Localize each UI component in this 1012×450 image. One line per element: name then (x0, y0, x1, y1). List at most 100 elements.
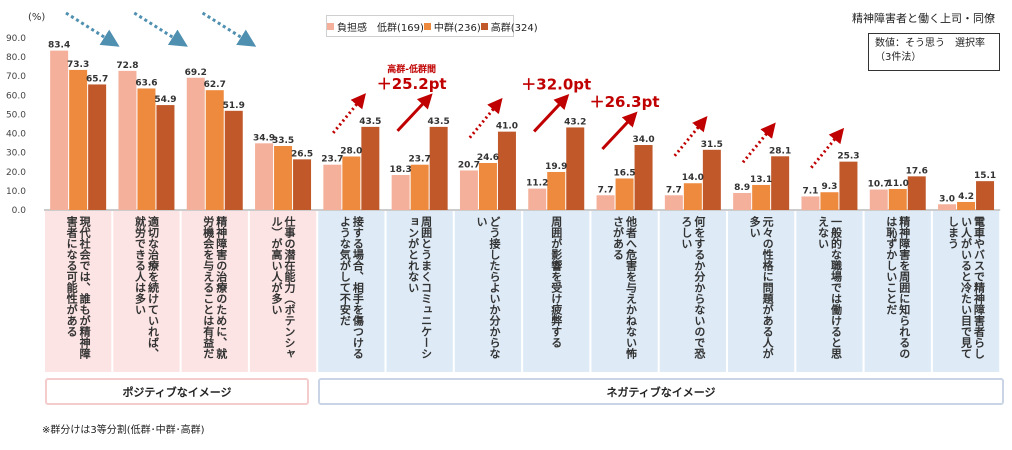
data-label: 33.5 (272, 136, 294, 146)
category-bg (113, 211, 180, 372)
bar-low (869, 189, 888, 210)
category-label-column: い人がいると冷たい目で見て (960, 216, 974, 359)
legend-label-high: 高群(324) (490, 22, 538, 34)
bar-high (771, 156, 790, 210)
category-label-column: い (475, 216, 488, 227)
category-label-column: しまう (947, 216, 960, 249)
category-label: 適切な治療を続けていれば、就労できる人は多い (133, 215, 159, 359)
y-tick-label: 0.0 (12, 206, 27, 216)
diff-label: ＋26.3pt (590, 93, 660, 111)
data-label: 43.5 (428, 117, 450, 127)
bar-mid (205, 90, 224, 210)
bar-low (255, 143, 274, 210)
category-label-column: 周囲とうまくコミュニケーシ (420, 216, 433, 359)
bar-high (156, 105, 175, 210)
data-label: 23.7 (321, 155, 343, 165)
chart-title: 精神障害者と働く上司・同僚 (852, 12, 995, 25)
category-bg (523, 211, 590, 372)
data-label: 54.9 (154, 95, 176, 105)
trend-up-arrow (332, 93, 366, 134)
y-tick-label: 80.0 (6, 53, 26, 63)
y-tick-label: 20.0 (6, 168, 26, 178)
category-bg (591, 211, 658, 372)
y-tick-label: 90.0 (6, 34, 26, 44)
bar-mid (410, 164, 429, 210)
diff-caption: 高群-低群間 (387, 63, 436, 75)
category-label-column: ル）が高い人が多い (270, 216, 284, 315)
bar-mid (615, 178, 634, 210)
data-label: 25.3 (837, 152, 859, 162)
trend-down-arrow (65, 11, 120, 47)
trend-up-arrow (673, 116, 708, 157)
data-label: 18.3 (390, 165, 412, 175)
category-label-column: 害者になる可能性がある (65, 215, 79, 338)
bar-low (801, 196, 820, 210)
data-label: 9.3 (821, 182, 837, 192)
bar-low (733, 192, 752, 210)
data-label: 51.9 (223, 101, 245, 111)
category-label-column: 一般的な職場では働けると思 (829, 216, 843, 359)
data-label: 3.0 (939, 194, 955, 204)
category-label-column: えない (816, 216, 829, 249)
data-label: 28.1 (769, 146, 791, 156)
bar-low (323, 164, 342, 210)
y-tick-label: 60.0 (6, 91, 26, 101)
data-label: 8.9 (734, 183, 750, 193)
bar-high (566, 127, 585, 210)
bar-mid (342, 156, 361, 210)
bar-high (702, 149, 721, 210)
trend-up-arrow-strong (533, 93, 570, 133)
data-label: 7.1 (802, 186, 818, 196)
trend-up-arrow (468, 97, 503, 139)
data-label: 15.1 (974, 171, 996, 181)
legend-item-high: 高群(324) (480, 19, 538, 34)
legend-label-low: 負担感 低群(169) (337, 22, 424, 34)
data-label: 83.4 (48, 41, 70, 51)
legend-label-mid: 中群(236) (433, 22, 481, 34)
category-bg (864, 211, 931, 372)
category-bg (249, 211, 317, 372)
data-label: 4.2 (958, 192, 974, 202)
data-label: 28.0 (340, 146, 362, 156)
category-bg (181, 211, 248, 372)
category-bg (932, 211, 1000, 372)
data-label: 43.2 (564, 117, 586, 127)
bar-high (88, 84, 107, 210)
category-label-column: 接する場合、相手を傷つける (351, 215, 365, 360)
bar-mid (274, 145, 293, 210)
trend-down-arrow (201, 11, 257, 47)
bar-mid (547, 171, 566, 210)
data-label: 10.7 (868, 180, 890, 190)
diff-label: ＋32.0pt (521, 75, 591, 93)
category-label-column: さがある (612, 216, 625, 261)
y-tick-label: 50.0 (6, 110, 26, 120)
category-bg (318, 211, 385, 372)
category-label-column: 就労できる人は多い (133, 215, 146, 315)
category-bg (796, 211, 863, 372)
category-bg (454, 211, 522, 372)
bar-low (596, 195, 615, 210)
bar-high (224, 110, 243, 210)
data-label: 63.6 (135, 78, 157, 88)
category-bg (45, 211, 112, 372)
bar-high (429, 126, 448, 210)
trend-up-arrow-strong (396, 93, 433, 132)
data-label: 20.7 (458, 160, 480, 170)
bar-high (634, 145, 653, 210)
data-label: 11.2 (526, 179, 548, 189)
bar-low (118, 70, 137, 210)
category-label-column: どう接したらよいか分からな (488, 216, 501, 360)
category-bg (386, 211, 453, 372)
bar-high (361, 126, 380, 210)
bar-high (497, 131, 516, 210)
category-label-column: ような気がして不安だ (338, 216, 351, 326)
